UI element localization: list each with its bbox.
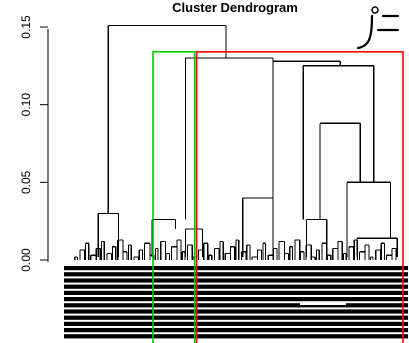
cluster-box — [152, 51, 196, 343]
y-tick-label: 0.15 — [19, 15, 33, 39]
cluster-box — [195, 51, 404, 343]
chart-title: Cluster Dendrogram — [172, 0, 298, 15]
leaf-label-bar — [64, 284, 408, 289]
leaf-label-bar — [64, 272, 408, 277]
leaf-label-bar — [64, 321, 408, 326]
leaf-label-bar — [64, 315, 408, 320]
y-axis-ticks: 0.00 0.05 0.10 0.15 — [19, 15, 48, 272]
y-tick-label: 0.05 — [19, 170, 33, 194]
leaf-label-bar — [64, 266, 408, 271]
leaf-label-bar — [64, 309, 408, 314]
leaf-label-bar — [64, 334, 408, 339]
leaf-label-bar — [64, 297, 408, 302]
leaf-label-bar — [64, 303, 408, 308]
y-tick-label: 0.00 — [19, 248, 33, 272]
y-tick-label: 0.10 — [19, 93, 33, 117]
leaf-label-bar — [64, 328, 408, 333]
leaf-label-band — [64, 266, 408, 339]
dendrogram-branches — [74, 24, 398, 260]
leaf-label-bar — [64, 290, 408, 295]
leaf-label-bar — [64, 278, 408, 283]
watermark-icon — [356, 6, 400, 50]
leaf-label-gap — [300, 303, 346, 305]
cluster-highlight-boxes — [152, 51, 404, 343]
